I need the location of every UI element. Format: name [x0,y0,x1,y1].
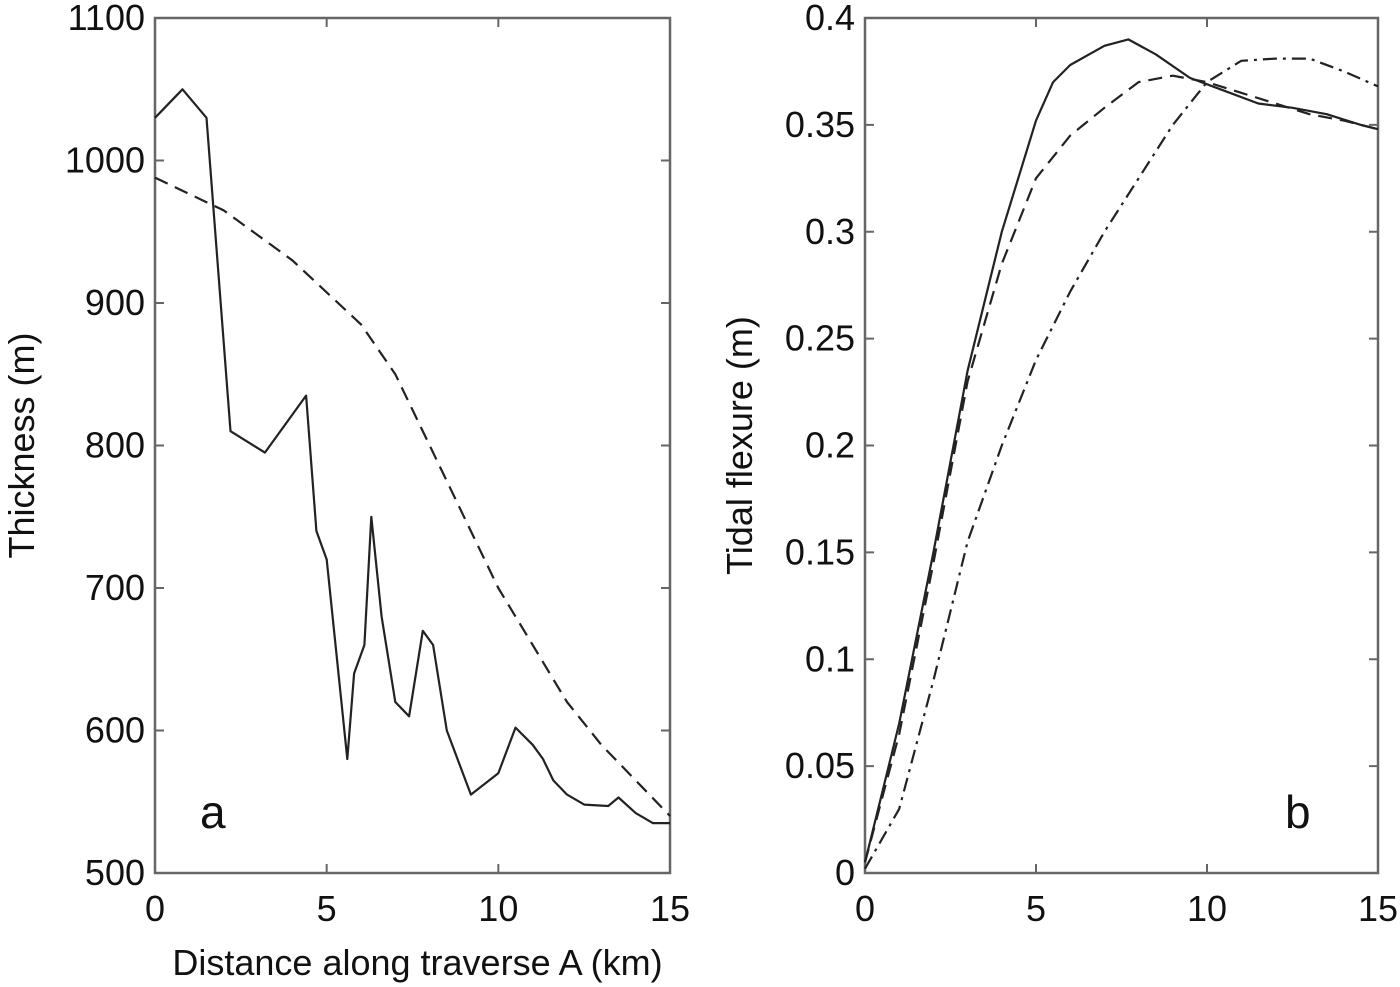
series-line-solid [863,38,1379,863]
y-tick-label: 600 [85,710,145,751]
y-tick-label: 500 [85,852,145,893]
panel-a-thickness-chart: 500 600 700 800 900 1000 1100 0 5 10 15 Distance al… [1,0,690,983]
series-line-dashed [154,176,671,817]
y-tick-label: 0.1 [805,638,855,679]
y-tick-label: 0.3 [805,211,855,252]
x-tick-label: 0 [855,888,875,929]
x-tick-label: 10 [1187,888,1227,929]
y-tick-label: 1000 [65,140,145,181]
y-tick-label: 700 [85,567,145,608]
y-tick-label: 800 [85,425,145,466]
y-tick-label: 0 [835,852,855,893]
x-tick-label: 15 [1358,888,1398,929]
y-tick-label: 0.25 [785,318,855,359]
plot-frame [863,16,1380,875]
y-tick-label: 900 [85,282,145,323]
x-axis-label: Distance along traverse A (km) [172,942,662,983]
series-line-solid [154,88,670,825]
y-axis-label: Tidal flexure (m) [719,316,760,575]
x-tick-label: 0 [145,888,165,929]
x-tick-label: 5 [317,888,337,929]
y-tick-label: 0.35 [785,104,855,145]
panel-b-tidal-flexure-chart: 0 0.05 0.1 0.15 0.2 0.25 0.3 0.35 0.4 0 5 10 15 Tidal… [719,0,1398,929]
x-tick-label: 5 [1026,888,1046,929]
x-tick-label: 10 [478,888,518,929]
panel-letter: b [1285,786,1311,838]
plot-frame [153,16,672,875]
panel-letter: a [200,786,226,838]
y-tick-label: 0.05 [785,745,855,786]
x-tick-label: 15 [650,888,690,929]
y-tick-label: 0.15 [785,531,855,572]
y-axis-label: Thickness (m) [1,332,42,558]
y-tick-label: 0.4 [805,0,855,38]
series-line-dashdot [864,57,1379,870]
series-line-dashed [863,74,1379,863]
y-tick-label: 1100 [68,0,145,38]
y-tick-label: 0.2 [805,425,855,466]
